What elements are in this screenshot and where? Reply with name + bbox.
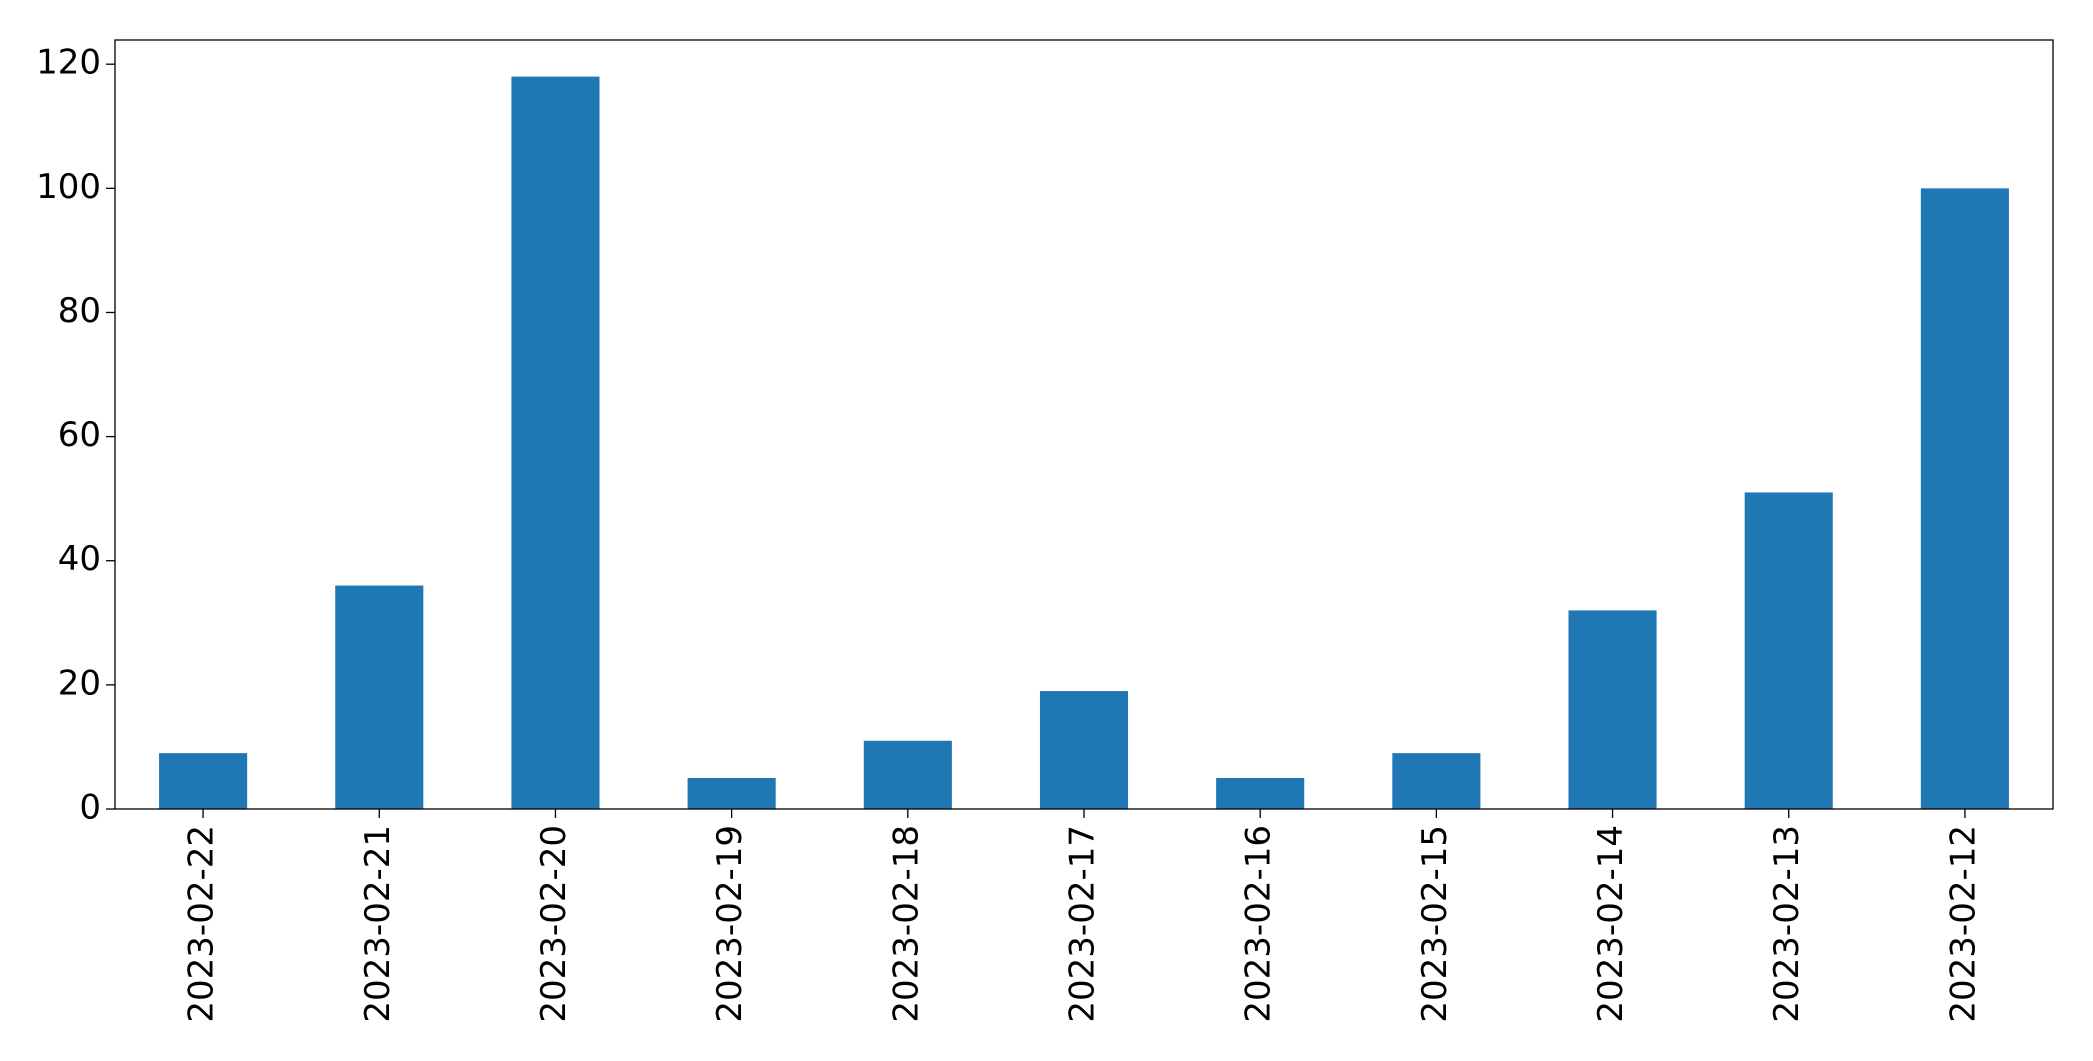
x-tick-label: 2023-02-20 [534,825,574,1023]
y-tick-label: 120 [36,43,101,83]
bar [511,76,600,810]
y-tick-label: 20 [58,663,101,703]
bar [159,753,248,809]
x-tick-label: 2023-02-17 [1063,825,1103,1023]
bar [1216,777,1305,809]
plot-frame [114,39,2054,810]
x-tick-label: 2023-02-12 [1943,825,1983,1023]
bar [687,777,776,809]
y-tick-label: 60 [58,415,101,455]
x-tick-label: 2023-02-16 [1239,825,1279,1023]
bar [1039,691,1129,809]
x-tick-label: 2023-02-14 [1591,825,1631,1023]
x-tick-label: 2023-02-18 [886,825,926,1023]
bar [863,740,952,809]
x-tick-label: 2023-02-22 [182,825,222,1023]
bar [1744,492,1833,809]
bar [1392,753,1481,809]
y-tick-label: 100 [36,167,101,207]
y-tick-label: 0 [79,788,101,828]
x-tick-label: 2023-02-19 [710,825,750,1023]
bar [1568,610,1657,809]
x-tick-label: 2023-02-21 [358,825,398,1023]
y-tick-label: 40 [58,539,101,579]
x-tick-label: 2023-02-15 [1415,825,1455,1023]
bar [335,585,424,809]
y-tick-label: 80 [58,291,101,331]
bar [1920,188,2009,809]
x-tick-label: 2023-02-13 [1767,825,1807,1023]
